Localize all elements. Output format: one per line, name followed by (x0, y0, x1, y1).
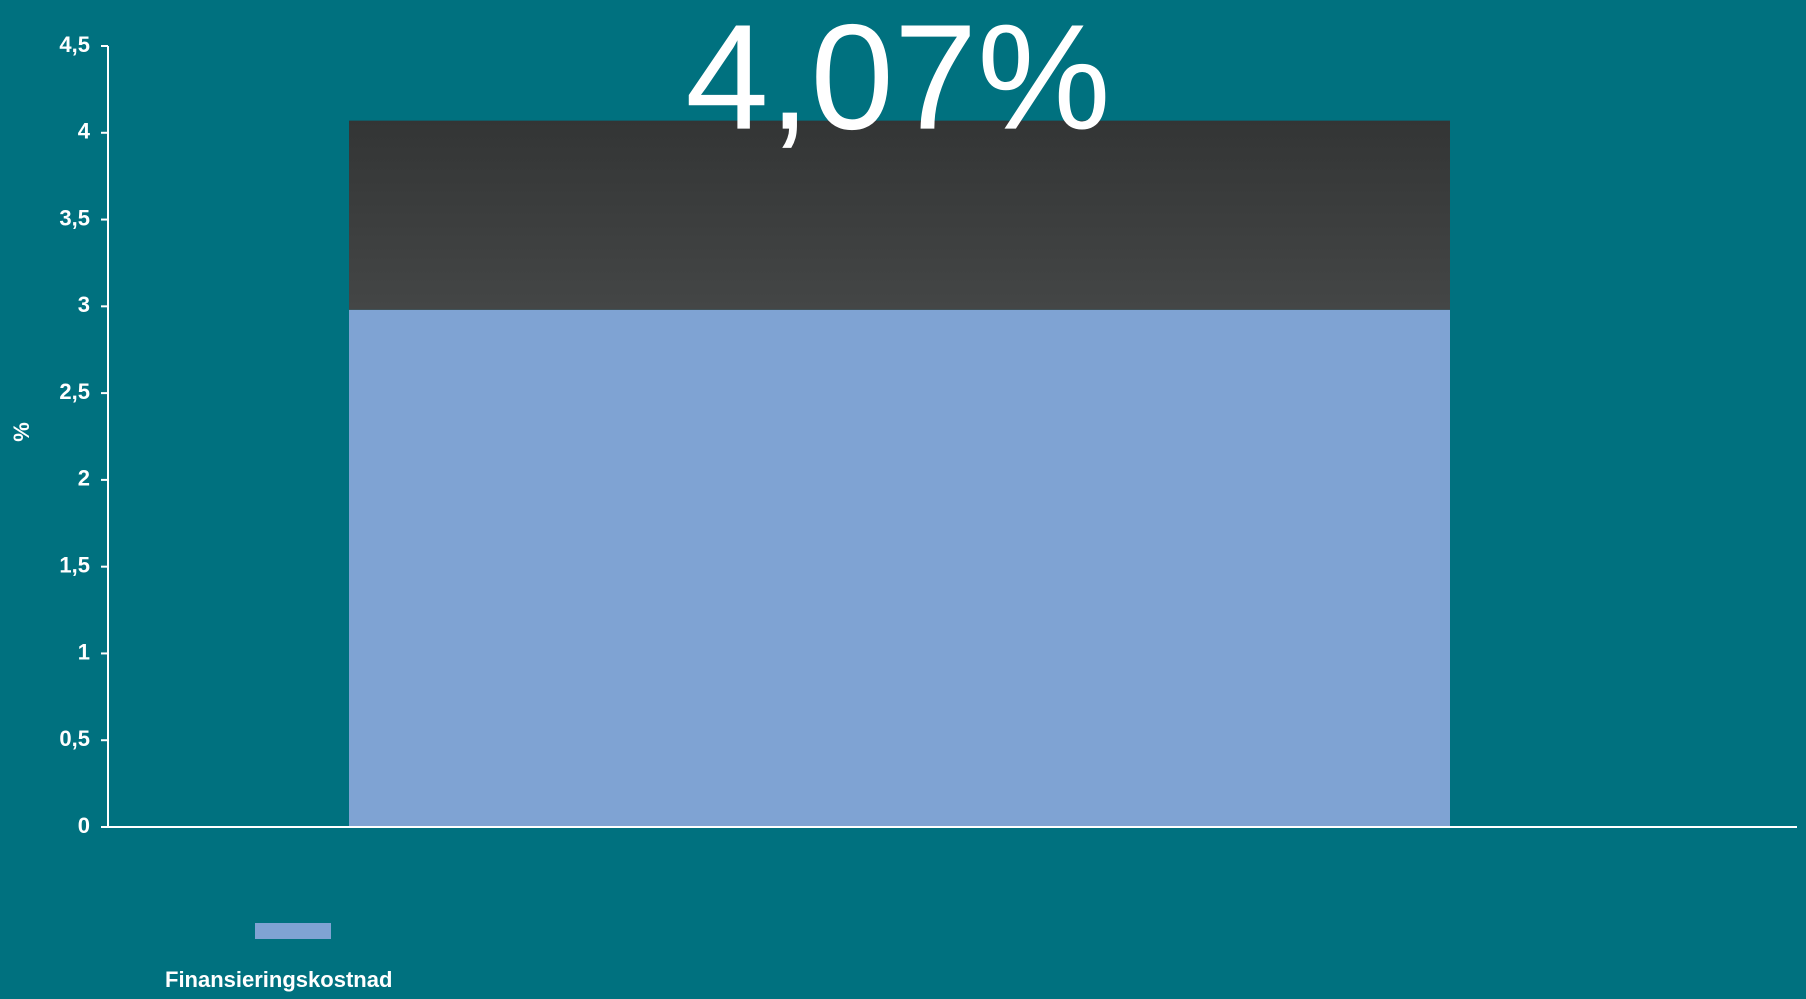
y-tick-label: 2 (78, 466, 90, 491)
legend-swatch (255, 923, 331, 939)
y-tick-label: 3 (78, 292, 90, 317)
y-tick-label: 2,5 (59, 379, 90, 404)
y-tick-label: 1 (78, 639, 90, 664)
y-tick-label: 3,5 (59, 205, 90, 230)
y-tick-label: 0,5 (59, 726, 90, 751)
y-axis-title: % (9, 422, 34, 442)
y-tick-label: 1,5 (59, 552, 90, 577)
total-label: 4,07% (685, 0, 1110, 161)
legend-label: Finansieringskostnad (165, 967, 392, 992)
y-tick-label: 4 (78, 119, 91, 144)
y-tick-label: 0 (78, 813, 90, 838)
y-tick-label: 4,5 (59, 32, 90, 57)
bar-segment (349, 309, 1450, 827)
bar-segment (349, 120, 1450, 310)
